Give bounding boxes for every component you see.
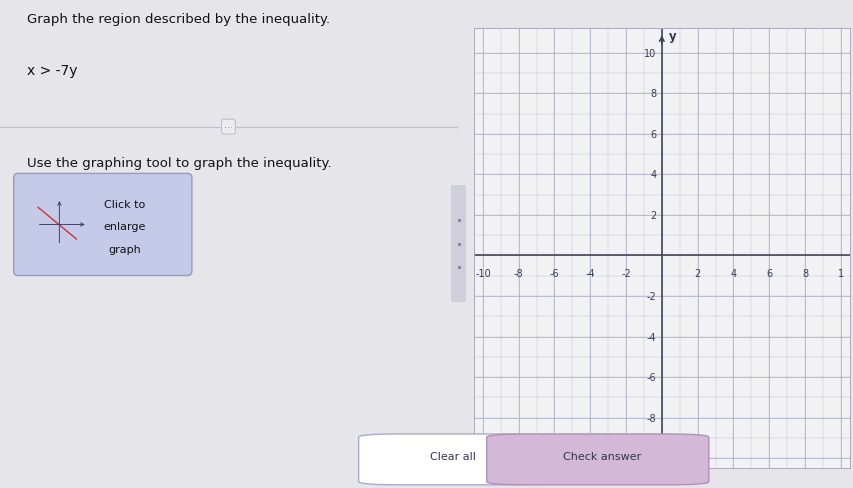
Text: Clear all: Clear all [429, 451, 475, 461]
Text: -8: -8 [646, 413, 656, 423]
Text: 4: 4 [650, 170, 656, 180]
Text: y: y [668, 30, 676, 43]
Text: Use the graphing tool to graph the inequality.: Use the graphing tool to graph the inequ… [27, 157, 332, 170]
Text: Graph the region described by the inequality.: Graph the region described by the inequa… [27, 13, 330, 26]
Text: 8: 8 [801, 268, 807, 278]
Text: 8: 8 [650, 89, 656, 99]
Text: -10: -10 [474, 268, 490, 278]
Text: Click to: Click to [104, 200, 145, 209]
Text: 6: 6 [650, 129, 656, 140]
FancyBboxPatch shape [14, 174, 192, 276]
Text: 2: 2 [649, 210, 656, 221]
Text: 10: 10 [643, 49, 656, 59]
Text: 2: 2 [693, 268, 700, 278]
Text: -2: -2 [620, 268, 630, 278]
Text: 6: 6 [765, 268, 771, 278]
Text: -6: -6 [646, 372, 656, 383]
Text: 1: 1 [837, 268, 843, 278]
FancyBboxPatch shape [450, 174, 467, 314]
Text: enlarge: enlarge [103, 222, 146, 232]
Text: -2: -2 [646, 291, 656, 302]
Text: -6: -6 [549, 268, 559, 278]
FancyBboxPatch shape [486, 434, 708, 485]
Text: 4: 4 [729, 268, 735, 278]
Text: ···: ··· [223, 122, 233, 132]
Text: x > -7y: x > -7y [27, 64, 78, 78]
Text: -4: -4 [585, 268, 595, 278]
Text: -4: -4 [646, 332, 656, 342]
Text: graph: graph [108, 244, 141, 254]
Text: -10: -10 [640, 453, 656, 463]
Text: -8: -8 [514, 268, 523, 278]
Text: Check answer: Check answer [562, 451, 641, 461]
FancyBboxPatch shape [358, 434, 546, 485]
